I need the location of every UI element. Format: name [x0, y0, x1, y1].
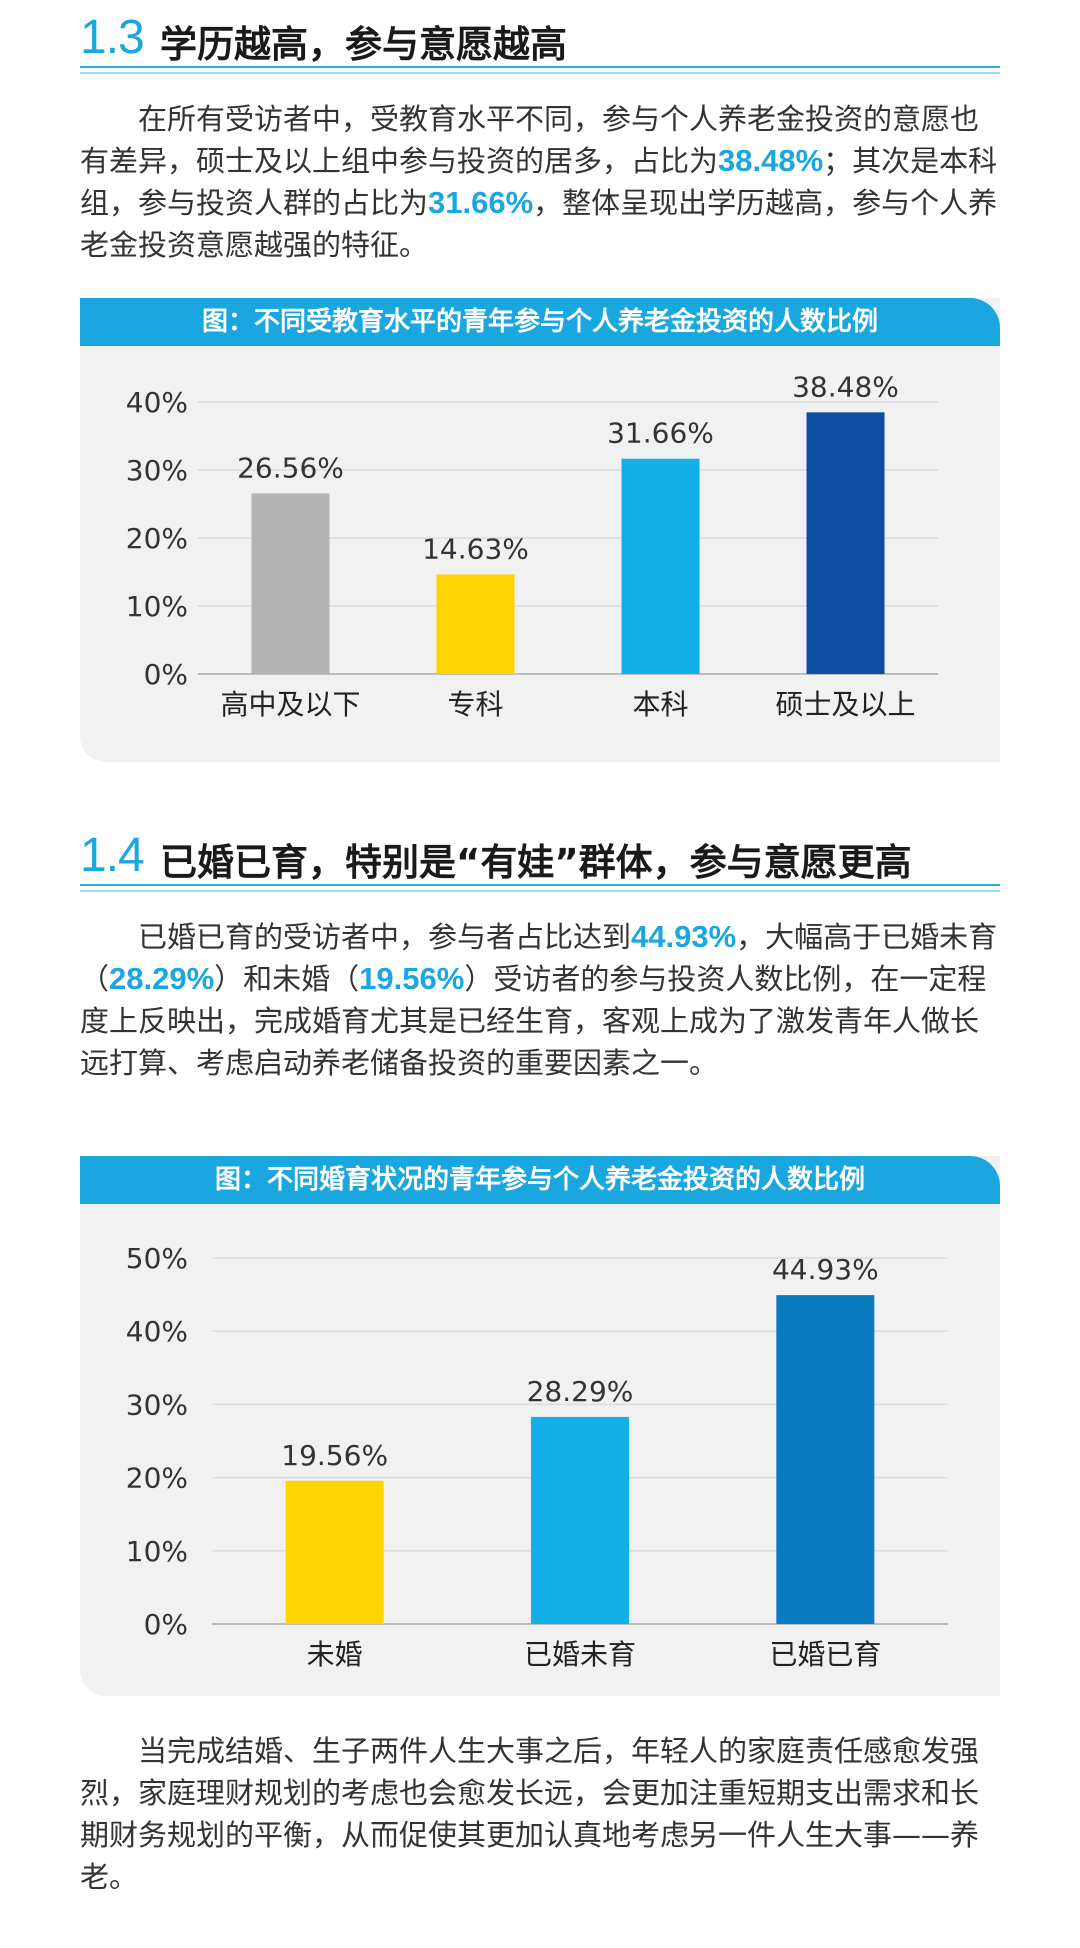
section-header-1-4: 1.4 已婚已育，特别是“有娃”群体，参与意愿更高 [80, 828, 1000, 892]
y-tick-label: 40% [126, 386, 188, 419]
highlight-value: 28.29% [109, 961, 215, 996]
highlight-value: 31.66% [428, 185, 534, 220]
bar [436, 574, 515, 674]
y-tick-label: 0% [144, 658, 188, 691]
title-underline-secondary [80, 890, 1000, 892]
data-label: 31.66% [607, 417, 714, 450]
y-tick-label: 10% [126, 1535, 188, 1568]
section-header-1-3: 1.3 学历越高，参与意愿越高 [80, 10, 1000, 74]
bar [776, 1295, 875, 1624]
bar [251, 493, 330, 674]
y-tick-label: 0% [144, 1608, 188, 1641]
bar [806, 412, 885, 674]
y-tick-label: 20% [126, 1462, 188, 1495]
bar [621, 458, 700, 674]
y-tick-label: 40% [126, 1315, 188, 1348]
title-underline [80, 884, 1000, 886]
y-tick-label: 30% [126, 454, 188, 487]
paragraph-closing: 当完成结婚、生子两件人生大事之后，年轻人的家庭责任感愈发强烈，家庭理财规划的考虑… [80, 1734, 980, 1894]
title-underline-secondary [80, 72, 1000, 74]
para-text: 已婚已育的受访者中，参与者占比达到 [138, 920, 632, 954]
data-label: 38.48% [792, 370, 899, 403]
para-text: ，整体呈现出学历越高，参与个人养老金投资意愿越强的特征。 [80, 186, 998, 262]
para-text: ）和未婚（ [214, 962, 360, 996]
para-text: ；其次是本科组，参与投资人群的占比为 [80, 144, 998, 220]
x-tick-label: 未婚 [307, 1638, 363, 1671]
x-tick-label: 本科 [632, 688, 688, 721]
highlight-value: 38.48% [718, 143, 824, 178]
data-label: 19.56% [281, 1439, 388, 1472]
section-number: 1.3 [80, 11, 145, 64]
x-tick-label: 已婚已育 [769, 1638, 881, 1671]
para-text: ）受访者的参与投资人数比例，在一定程度上反映出，完成婚育尤其是已经生育，客观上成… [80, 962, 987, 1080]
highlight-value: 44.93% [631, 919, 737, 954]
title-underline [80, 66, 1000, 68]
chart-education: 图：不同受教育水平的青年参与个人养老金投资的人数比例 0% 10% 20% 30% 40… [80, 298, 1000, 762]
paragraph-education: 在所有受访者中，受教育水平不同，参与个人养老金投资的意愿也有差异，硕士及以上组中… [80, 98, 1000, 266]
y-tick-label: 50% [126, 1242, 188, 1275]
bar [531, 1416, 629, 1624]
y-tick-label: 20% [126, 522, 188, 555]
highlight-value: 19.56% [359, 961, 465, 996]
x-tick-label: 已婚未育 [524, 1638, 636, 1671]
paragraph-marital: 已婚已育的受访者中，参与者占比达到44.93%，大幅高于已婚未育（28.29%）… [80, 916, 1000, 1084]
section-title: 学历越高，参与意愿越高 [160, 23, 567, 66]
x-tick-label: 专科 [447, 688, 503, 721]
chart-marital: 图：不同婚育状况的青年参与个人养老金投资的人数比例 0% 10% 20% 30% 40%… [80, 1156, 1000, 1696]
data-label: 14.63% [422, 533, 529, 566]
bar-chart-marital: 0% 10% 20% 30% 40% 50% 19.56% 未婚 28.29% 已婚未育 44.93… [126, 1242, 948, 1671]
data-label: 28.29% [527, 1375, 634, 1408]
bar [285, 1480, 384, 1624]
x-tick-label: 硕士及以上 [775, 688, 915, 721]
chart-title: 图：不同受教育水平的青年参与个人养老金投资的人数比例 [80, 298, 1000, 346]
section-title: 已婚已育，特别是“有娃”群体，参与意愿更高 [160, 841, 912, 884]
x-tick-label: 高中及以下 [220, 688, 360, 721]
para-text: ，大幅高于已婚未育（ [80, 920, 998, 996]
para-text: 在所有受访者中，受教育水平不同，参与个人养老金投资的意愿也有差异，硕士及以上组中… [80, 102, 980, 178]
data-label: 44.93% [772, 1253, 879, 1286]
y-tick-label: 30% [126, 1388, 188, 1421]
bar-chart-education: 0% 10% 20% 30% 40% 26.56% 高中及以下 14.63% 专科 31.66% 本… [126, 370, 938, 721]
y-tick-label: 10% [126, 590, 188, 623]
section-number: 1.4 [80, 829, 145, 882]
data-label: 26.56% [237, 451, 344, 484]
chart-title: 图：不同婚育状况的青年参与个人养老金投资的人数比例 [80, 1156, 1000, 1204]
